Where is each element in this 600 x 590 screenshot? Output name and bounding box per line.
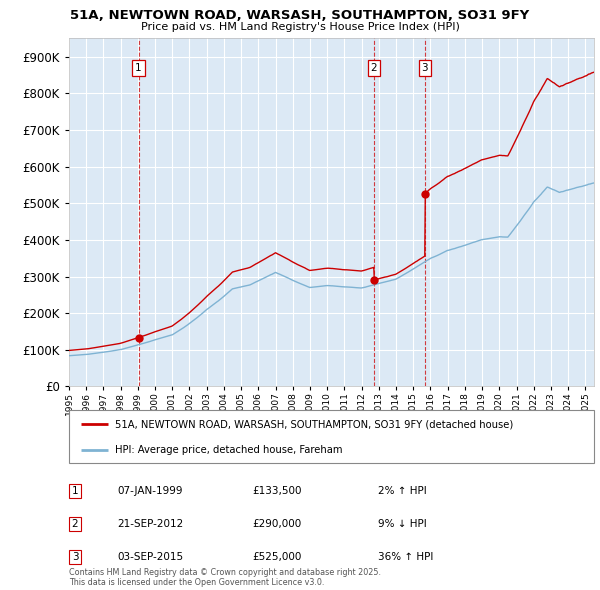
Text: £290,000: £290,000 <box>252 519 301 529</box>
Text: £133,500: £133,500 <box>252 486 302 496</box>
Text: 1: 1 <box>71 486 79 496</box>
Text: Contains HM Land Registry data © Crown copyright and database right 2025.
This d: Contains HM Land Registry data © Crown c… <box>69 568 381 587</box>
Text: 36% ↑ HPI: 36% ↑ HPI <box>378 552 433 562</box>
Text: 2: 2 <box>371 63 377 73</box>
Text: Price paid vs. HM Land Registry's House Price Index (HPI): Price paid vs. HM Land Registry's House … <box>140 22 460 32</box>
Text: 51A, NEWTOWN ROAD, WARSASH, SOUTHAMPTON, SO31 9FY: 51A, NEWTOWN ROAD, WARSASH, SOUTHAMPTON,… <box>70 9 530 22</box>
Text: 3: 3 <box>71 552 79 562</box>
Text: 03-SEP-2015: 03-SEP-2015 <box>117 552 183 562</box>
FancyBboxPatch shape <box>69 410 594 463</box>
Text: 3: 3 <box>421 63 428 73</box>
Text: HPI: Average price, detached house, Fareham: HPI: Average price, detached house, Fare… <box>115 445 343 455</box>
Text: 51A, NEWTOWN ROAD, WARSASH, SOUTHAMPTON, SO31 9FY (detached house): 51A, NEWTOWN ROAD, WARSASH, SOUTHAMPTON,… <box>115 419 514 430</box>
Text: 21-SEP-2012: 21-SEP-2012 <box>117 519 183 529</box>
Text: 1: 1 <box>135 63 142 73</box>
Text: 9% ↓ HPI: 9% ↓ HPI <box>378 519 427 529</box>
Text: 07-JAN-1999: 07-JAN-1999 <box>117 486 182 496</box>
Text: 2% ↑ HPI: 2% ↑ HPI <box>378 486 427 496</box>
Text: £525,000: £525,000 <box>252 552 301 562</box>
Text: 2: 2 <box>71 519 79 529</box>
